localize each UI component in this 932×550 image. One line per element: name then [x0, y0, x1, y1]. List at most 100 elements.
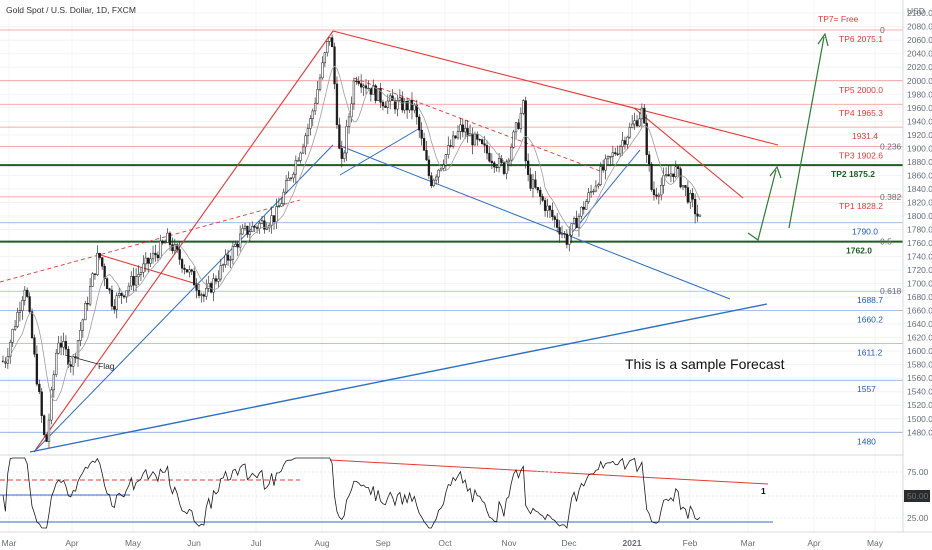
candle-body	[345, 125, 348, 154]
candle-body	[287, 177, 290, 182]
candle-body	[214, 278, 218, 282]
time-tick-label: Feb	[683, 538, 698, 548]
candle-body	[253, 226, 256, 228]
candle-body	[323, 52, 327, 64]
candle-body	[422, 138, 426, 151]
candle-body	[292, 173, 295, 179]
price-tick-label: 1960.00	[907, 103, 932, 113]
candle-body	[338, 124, 341, 149]
candle-body	[580, 206, 583, 217]
candle-body	[347, 116, 351, 127]
candle-body	[183, 267, 186, 270]
trend-line-red-dashed	[353, 77, 601, 172]
level-label: 1931.4	[852, 131, 878, 141]
candle-body	[45, 434, 48, 442]
candle-body	[200, 294, 203, 296]
candle-body	[650, 163, 653, 190]
price-tick-label: 1600.00	[907, 346, 932, 356]
candle-body	[410, 99, 414, 111]
candle-body	[413, 104, 416, 111]
price-tick-label: 2080.00	[907, 22, 932, 32]
candle-body	[147, 257, 150, 264]
time-tick-label: Apr	[65, 538, 78, 548]
candle-body	[386, 100, 389, 108]
candle-body	[134, 276, 138, 286]
candle-body	[478, 139, 481, 141]
price-tick-label: 1540.00	[907, 387, 932, 397]
candle-body	[130, 276, 133, 287]
candle-body	[42, 415, 46, 435]
candle-body	[647, 154, 651, 165]
candle-body	[59, 342, 63, 348]
level-label: TP1 1828.2	[839, 201, 883, 211]
candle-body	[466, 128, 469, 137]
level-label: 1611.2	[857, 348, 883, 358]
candle-body	[280, 203, 283, 207]
candle-body	[381, 101, 385, 107]
candle-body	[602, 166, 605, 171]
candle-body	[195, 284, 198, 291]
candle-body	[597, 184, 600, 187]
candle-body	[304, 135, 307, 148]
candle-body	[321, 62, 324, 79]
price-tick-label: 1480.00	[907, 427, 932, 437]
trend-line-blue	[337, 144, 731, 300]
candle-body	[88, 286, 92, 305]
candle-body	[374, 85, 377, 101]
candle-body	[589, 190, 593, 193]
candle-body	[16, 312, 19, 327]
candle-body	[108, 288, 111, 291]
candle-body	[118, 292, 121, 296]
price-tick-label: 1700.00	[907, 279, 932, 289]
price-tick-label: 1740.00	[907, 252, 932, 262]
level-labels: TP6 2075.1 TP5 2000.0 TP4 1965.3 1931.4 TP3 …	[831, 25, 902, 446]
candle-body	[326, 41, 329, 54]
candle-body	[514, 122, 518, 133]
candle-body	[81, 319, 85, 331]
candle-body	[176, 244, 179, 250]
fib-label: 0.236	[880, 142, 902, 152]
candle-body	[168, 232, 172, 245]
candle-body	[309, 118, 312, 129]
candle-body	[435, 176, 438, 181]
trend-line-red	[633, 107, 744, 199]
trend-line-blue	[339, 127, 421, 176]
time-tick-label: Jun	[187, 538, 201, 548]
candle-body	[628, 127, 631, 138]
candle-body	[50, 389, 53, 421]
candle-body	[686, 187, 690, 203]
fib-label: 0	[880, 25, 885, 35]
candle-body	[505, 161, 508, 174]
candle-body	[679, 168, 682, 188]
level-label: 1762.0	[846, 246, 872, 256]
candle-body	[541, 196, 544, 201]
candle-body	[316, 89, 319, 104]
candle-body	[343, 152, 346, 159]
candle-body	[93, 273, 97, 275]
candle-body	[420, 129, 423, 139]
candle-body	[691, 192, 694, 200]
candle-body	[696, 213, 699, 217]
price-tick-label: 1580.00	[907, 360, 932, 370]
candle-body	[643, 107, 646, 124]
candle-body	[524, 100, 527, 162]
candle-body	[623, 140, 627, 145]
candle-body	[202, 294, 206, 297]
flag-label: Flag	[98, 361, 115, 371]
candle-body	[277, 205, 281, 208]
candle-body	[476, 133, 479, 140]
candle-body	[328, 37, 331, 42]
candle-body	[64, 341, 68, 350]
candle-body	[447, 145, 450, 155]
candle-body	[355, 80, 358, 83]
candle-body	[553, 216, 556, 220]
candle-body	[166, 232, 169, 243]
candle-body	[614, 152, 617, 155]
candle-body	[284, 180, 288, 193]
candle-body	[631, 123, 634, 128]
candle-body	[243, 225, 247, 229]
candle-body	[531, 179, 535, 189]
candle-body	[556, 219, 559, 228]
candle-body	[352, 80, 356, 105]
candle-body	[444, 154, 448, 166]
